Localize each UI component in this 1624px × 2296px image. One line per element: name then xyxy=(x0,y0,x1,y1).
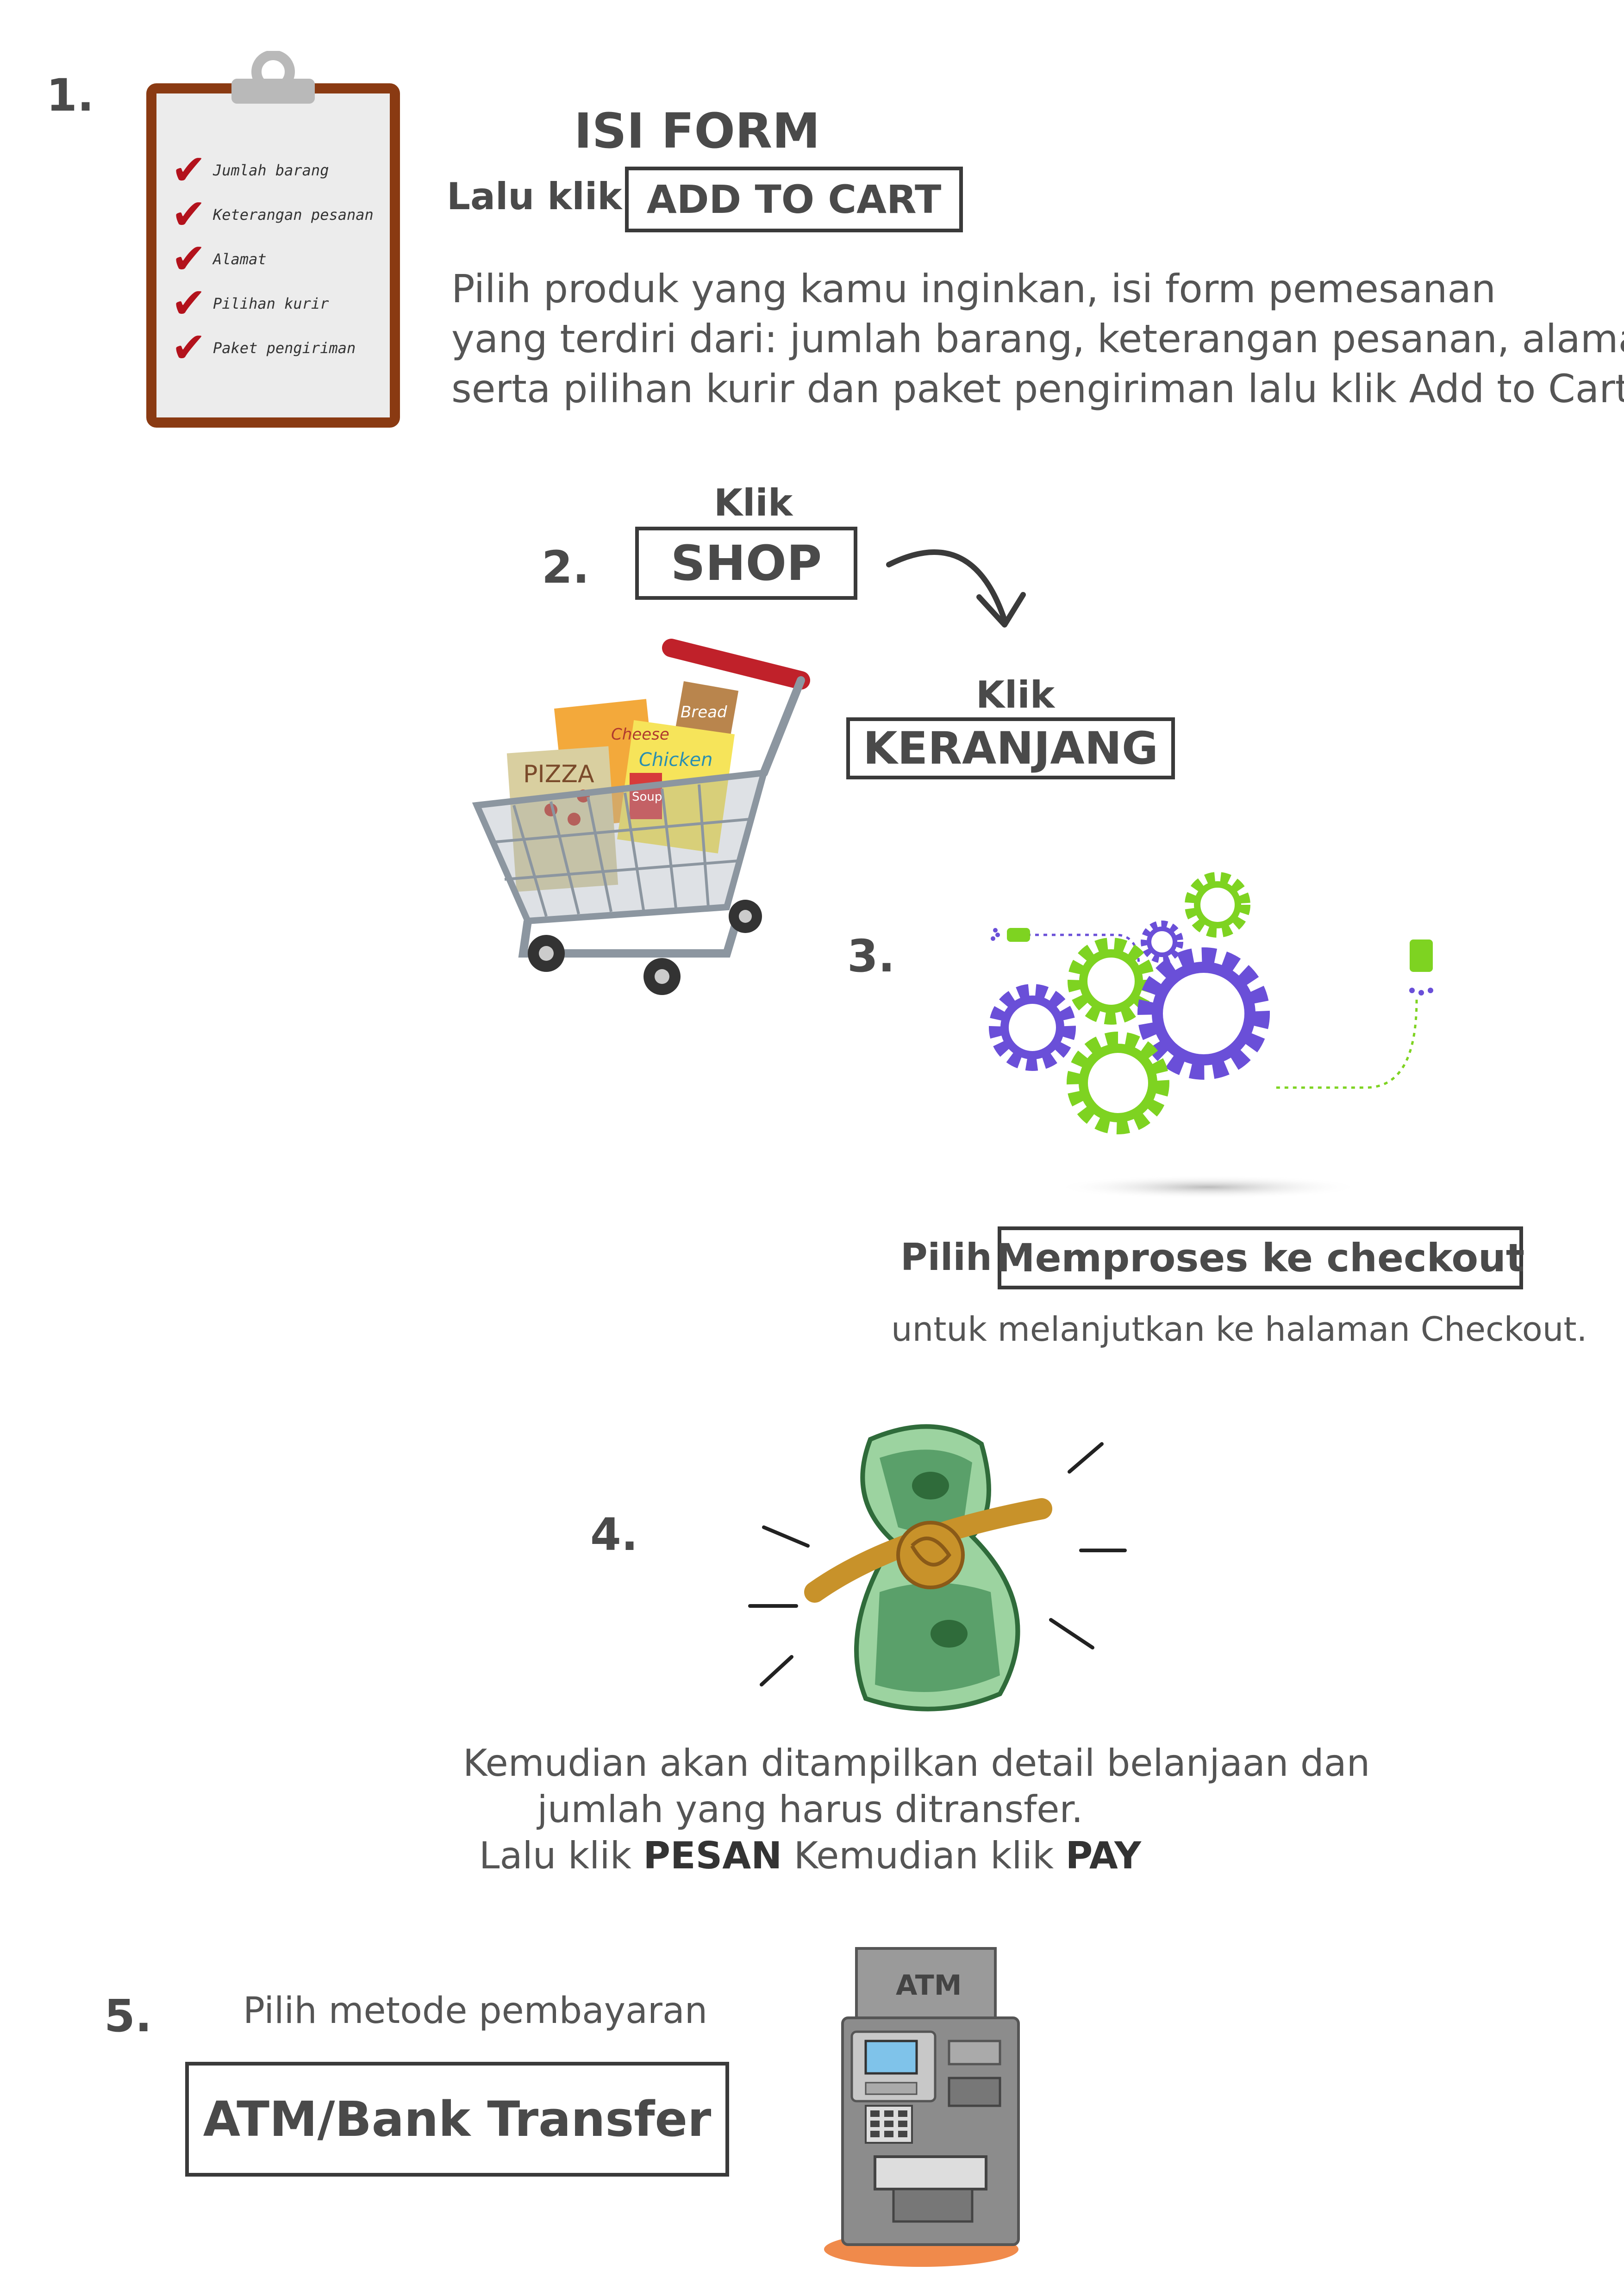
step-5-number: 5. xyxy=(104,1990,152,2042)
step-1-number: 1. xyxy=(46,69,94,121)
step-4-text: Kemudian akan ditampilkan detail belanja… xyxy=(463,1740,1370,1879)
step-1-heading: ISI FORM xyxy=(574,103,820,159)
step-4-number: 4. xyxy=(590,1509,638,1561)
checklist-item: ✔ Jumlah barang xyxy=(171,148,394,193)
atm-label: ATM xyxy=(896,1969,962,2002)
check-icon: ✔ xyxy=(171,279,206,328)
description-line: serta pilihan kurir dan paket pengiriman… xyxy=(451,366,1624,411)
atm-machine-illustration: ATM xyxy=(806,1944,1046,2268)
shop-button[interactable]: SHOP xyxy=(635,527,857,600)
checklist-item: ✔ Paket pengiriman xyxy=(171,326,394,370)
description-line: yang terdiri dari: jumlah barang, ketera… xyxy=(451,316,1624,361)
step-3-number: 3. xyxy=(847,930,895,982)
step-2-klik-second-label: Klik xyxy=(976,673,1055,716)
step-1-prefix: Lalu klik xyxy=(447,175,622,218)
memproses-checkout-button[interactable]: Memproses ke checkout xyxy=(996,1226,1524,1289)
clipboard-illustration: ✔ Jumlah barang ✔ Keterangan pesanan ✔ A… xyxy=(144,50,403,430)
step-3-prefix: Pilih xyxy=(900,1236,992,1279)
step-2-number: 2. xyxy=(542,541,590,593)
checklist-item: ✔ Pilihan kurir xyxy=(171,281,394,326)
shopping-cart-illustration: Cheese Bread Chicken Soup PIZZA xyxy=(468,634,838,1004)
check-icon: ✔ xyxy=(171,190,206,239)
pay-keyword: PAY xyxy=(1065,1834,1142,1877)
step-5-label: Pilih metode pembayaran xyxy=(243,1990,708,2032)
check-icon: ✔ xyxy=(171,324,206,372)
cart-label: Chicken xyxy=(639,749,713,771)
pesan-keyword: PESAN xyxy=(643,1834,782,1877)
checklist-label: Pilihan kurir xyxy=(213,295,329,312)
atm-bank-transfer-button[interactable]: ATM/Bank Transfer xyxy=(185,2062,729,2177)
step-4-text-part: Lalu klik xyxy=(479,1834,643,1877)
step-1-description: Pilih produk yang kamu inginkan, isi for… xyxy=(451,264,1624,414)
checklist-label: Jumlah barang xyxy=(213,162,329,179)
step-4-line: jumlah yang harus ditransfer. xyxy=(537,1788,1083,1831)
description-line: Pilih produk yang kamu inginkan, isi for… xyxy=(451,266,1496,311)
money-bag-illustration xyxy=(741,1416,1134,1731)
step-4-text-part: Kemudian klik xyxy=(782,1834,1066,1877)
cart-label: PIZZA xyxy=(523,760,594,788)
gears-illustration xyxy=(986,865,1449,1208)
cart-label: Cheese xyxy=(611,725,669,744)
checklist-label: Alamat xyxy=(213,250,267,268)
checklist-label: Paket pengiriman xyxy=(213,339,356,357)
cart-label: Soup xyxy=(632,790,662,804)
checklist-label: Keterangan pesanan xyxy=(213,206,374,224)
cart-label: Bread xyxy=(681,703,727,722)
step-2-klik-label: Klik xyxy=(714,481,793,524)
step-4-line: Lalu klik PESAN Kemudian klik PAY xyxy=(463,1833,1157,1879)
add-to-cart-button[interactable]: ADD TO CART xyxy=(625,167,963,232)
check-icon: ✔ xyxy=(171,235,206,283)
curved-arrow-icon xyxy=(880,537,1032,643)
checklist-item: ✔ Alamat xyxy=(171,237,394,281)
check-icon: ✔ xyxy=(171,146,206,194)
step-3-caption: untuk melanjutkan ke halaman Checkout. xyxy=(891,1310,1587,1349)
checklist-item: ✔ Keterangan pesanan xyxy=(171,193,394,237)
keranjang-button[interactable]: KERANJANG xyxy=(846,717,1175,779)
step-4-line: Kemudian akan ditampilkan detail belanja… xyxy=(463,1742,1370,1785)
